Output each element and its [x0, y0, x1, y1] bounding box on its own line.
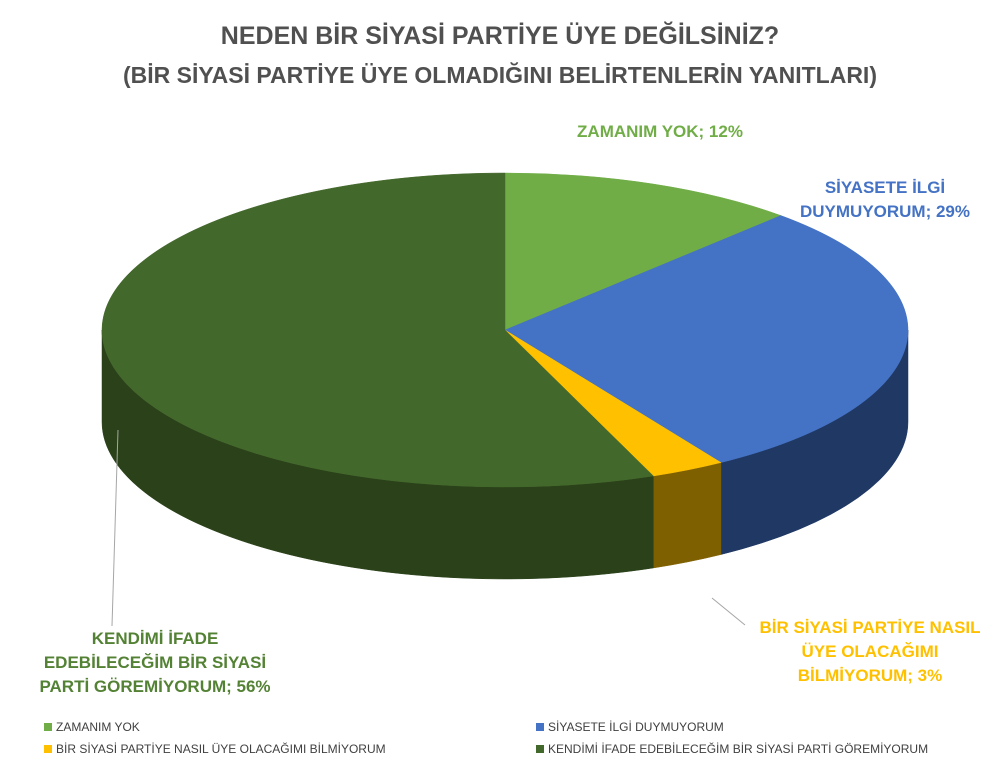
data-label-line: BİR SİYASİ PARTİYE NASIL	[759, 618, 981, 637]
leader-line-kendimi-ifade	[111, 429, 119, 627]
data-label-line: EDEBİLECEĞİM BİR SİYASİ	[43, 653, 267, 672]
legend-item-nasil-uye: BİR SİYASİ PARTİYE NASIL ÜYE OLACAĞIMI B…	[44, 740, 386, 758]
data-label-siyasete-ilgi: SİYASETE İLGİ DUYMUYORUM; 29%	[770, 176, 1000, 224]
data-label-kendimi-ifade: KENDİMİ İFADE EDEBİLECEĞİM BİR SİYASİ PART…	[10, 627, 300, 699]
legend-item-zamanim-yok: ZAMANIM YOK	[44, 718, 140, 736]
chart-subtitle: (BİR SİYASİ PARTİYE ÜYE OLMADIĞINI BELİR…	[123, 62, 877, 88]
legend-swatch	[536, 723, 544, 731]
legend-item-kendimi-ifade: KENDİMİ İFADE EDEBİLECEĞİM BİR SİYASİ PA…	[536, 740, 928, 758]
legend: ZAMANIM YOK SİYASETE İLGİ DUYMUYORUM BİR…	[0, 718, 1000, 768]
legend-label: KENDİMİ İFADE EDEBİLECEĞİM BİR SİYASİ PA…	[548, 742, 929, 756]
pie-slice-kendimi-ifade	[101, 172, 654, 488]
legend-swatch	[536, 745, 544, 753]
data-label-line: ZAMANIM YOK; 12%	[577, 122, 743, 141]
legend-swatch	[44, 745, 52, 753]
legend-label: ZAMANIM YOK	[56, 720, 140, 734]
data-label-line: DUYMUYORUM; 29%	[799, 202, 971, 221]
pie-chart	[101, 172, 909, 627]
chart-title: NEDEN BİR SİYASİ PARTİYE ÜYE DEĞİLSİNİZ?	[220, 22, 780, 50]
pie-slice-zamanim-yok	[504, 172, 782, 331]
data-label-zamanim-yok: ZAMANIM YOK; 12%	[540, 120, 780, 144]
legend-item-siyasete-ilgi: SİYASETE İLGİ DUYMUYORUM	[536, 718, 724, 736]
pie-side-nasil-uye	[653, 462, 722, 569]
data-label-line: SİYASETE İLGİ	[824, 178, 946, 197]
legend-label: BİR SİYASİ PARTİYE NASIL ÜYE OLACAĞIMI B…	[56, 742, 386, 756]
data-label-nasil-uye: BİR SİYASİ PARTİYE NASIL ÜYE OLACAĞIMI BİL…	[740, 616, 1000, 688]
legend-label: SİYASETE İLGİ DUYMUYORUM	[548, 720, 724, 734]
data-label-line: ÜYE OLACAĞIMI	[801, 642, 939, 661]
data-label-line: PARTİ GÖREMİYORUM; 56%	[39, 677, 271, 696]
data-label-line: BİLMİYORUM; 3%	[797, 666, 943, 685]
data-label-line: KENDİMİ İFADE	[91, 629, 219, 648]
legend-swatch	[44, 723, 52, 731]
pie-slice-siyasete-ilgi	[504, 215, 909, 463]
leader-line-nasil-uye	[711, 597, 746, 626]
